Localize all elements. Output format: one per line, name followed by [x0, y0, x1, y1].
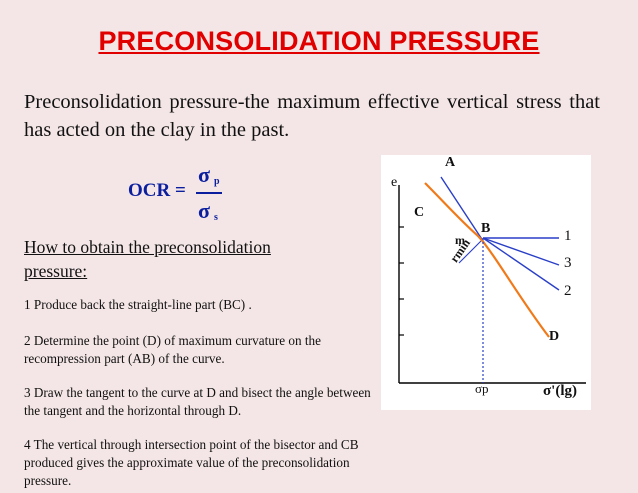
fraction-bar	[196, 192, 222, 194]
page-title: PRECONSOLIDATION PRESSURE	[0, 26, 638, 57]
y-axis-label: e	[391, 175, 397, 191]
step-3: 3 Draw the tangent to the curve at D and…	[24, 384, 374, 420]
line-2-tangent	[483, 238, 559, 290]
diagram-svg	[381, 155, 591, 410]
line-label-1: 1	[564, 228, 572, 245]
point-label-d: D	[549, 329, 559, 345]
point-label-b: B	[481, 221, 490, 237]
sigma-p-label: σp	[475, 381, 489, 397]
line-label-3: 3	[564, 255, 572, 272]
intro-paragraph: Preconsolidation pressure-the maximum ef…	[24, 88, 600, 144]
step-2: 2 Determine the point (D) of maximum cur…	[24, 332, 374, 368]
point-label-c: C	[414, 205, 424, 221]
ocr-denominator-subscript: s	[214, 212, 218, 223]
x-axis-label: σ'(lg)	[543, 383, 577, 400]
ocr-label: OCR =	[128, 180, 186, 202]
line-label-2: 2	[564, 283, 572, 300]
e-log-sigma-diagram: e A B C D m rmin 1 2 3 σp σ'(lg)	[381, 155, 591, 410]
compression-curve	[425, 183, 549, 337]
line-3-bisector	[483, 238, 559, 265]
ocr-numerator: σ	[198, 162, 210, 188]
ocr-numerator-subscript: p	[214, 176, 220, 187]
step-1: 1 Produce back the straight-line part (B…	[24, 296, 374, 314]
step-4: 4 The vertical through intersection poin…	[24, 436, 374, 490]
ocr-formula: OCR = σ p σ s	[128, 162, 248, 232]
how-to-heading: How to obtain the preconsolidation press…	[24, 235, 324, 283]
point-label-a: A	[445, 155, 455, 171]
ocr-denominator: σ	[198, 198, 210, 224]
